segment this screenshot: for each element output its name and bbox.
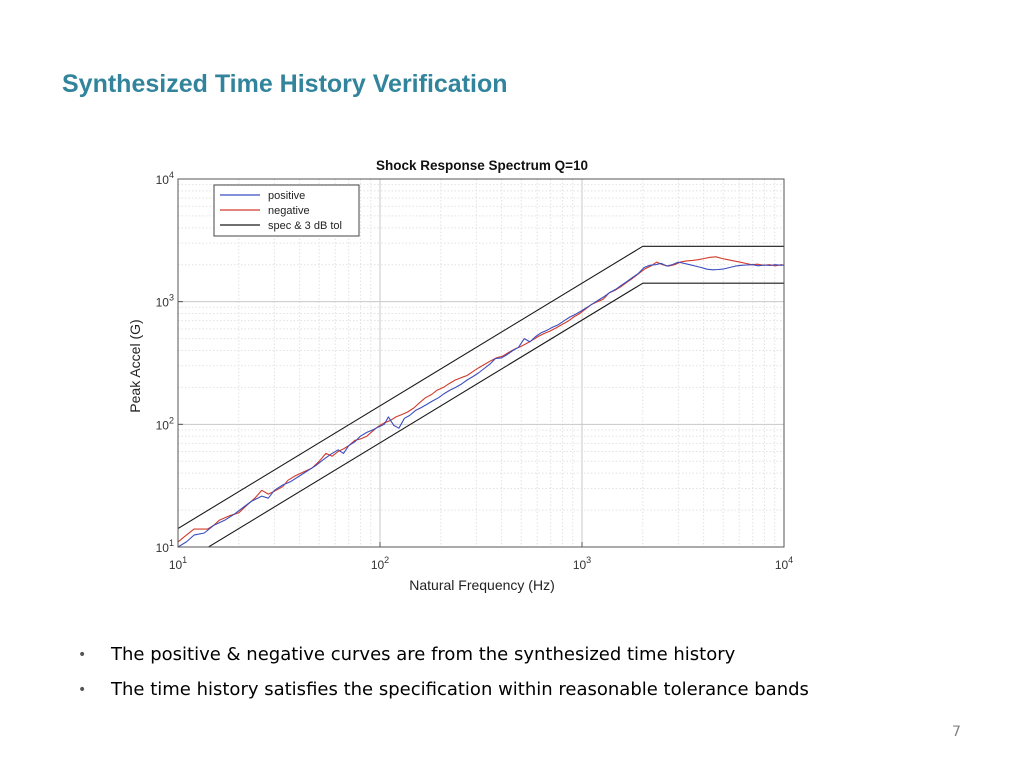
bullet-text: The positive & negative curves are from … [111, 644, 736, 665]
x-tick-label: 104 [775, 555, 793, 572]
series-line-negative [178, 256, 784, 543]
y-axis-label: Peak Accel (G) [127, 319, 143, 412]
y-tick-label: 104 [156, 170, 174, 187]
bullet-item: • The positive & negative curves are fro… [78, 640, 809, 675]
legend-label-spec-3-db-tol: spec & 3 dB tol [268, 220, 342, 232]
x-axis-label: Natural Frequency (Hz) [409, 577, 555, 593]
page-number: 7 [952, 724, 961, 740]
legend-label-negative: negative [268, 205, 310, 217]
bullet-dot: • [78, 682, 87, 698]
chart-title: Shock Response Spectrum Q=10 [376, 158, 588, 173]
chart-ticks: 101 102 103 104 101 102 103 104 [156, 170, 794, 572]
srs-chart: 101 102 103 104 101 102 103 104 Shock Response … [127, 158, 794, 593]
bullet-dot: • [78, 647, 87, 663]
plot-frame [177, 178, 785, 548]
y-tick-label: 103 [156, 293, 174, 310]
legend-label-positive: positive [268, 190, 305, 202]
chart-series [178, 245, 784, 547]
chart-grid [177, 179, 784, 548]
chart-legend: positive negative spec & 3 dB tol [213, 184, 360, 237]
series-line-positive [178, 261, 784, 547]
y-tick-label: 101 [156, 538, 174, 555]
x-tick-label: 103 [573, 555, 591, 572]
x-tick-label: 102 [371, 555, 389, 572]
bullet-list: • The positive & negative curves are fro… [78, 640, 809, 710]
plot-background [178, 179, 784, 547]
series-line-spec-lower [207, 282, 784, 547]
y-tick-label: 102 [156, 415, 174, 432]
series-line-spec-3-db-tol [178, 245, 784, 529]
bullet-text: The time history satisfies the specifica… [111, 679, 809, 700]
bullet-item: • The time history satisfies the specifi… [78, 675, 809, 710]
slide-title: Synthesized Time History Verification [62, 70, 508, 98]
x-tick-label: 101 [169, 555, 187, 572]
